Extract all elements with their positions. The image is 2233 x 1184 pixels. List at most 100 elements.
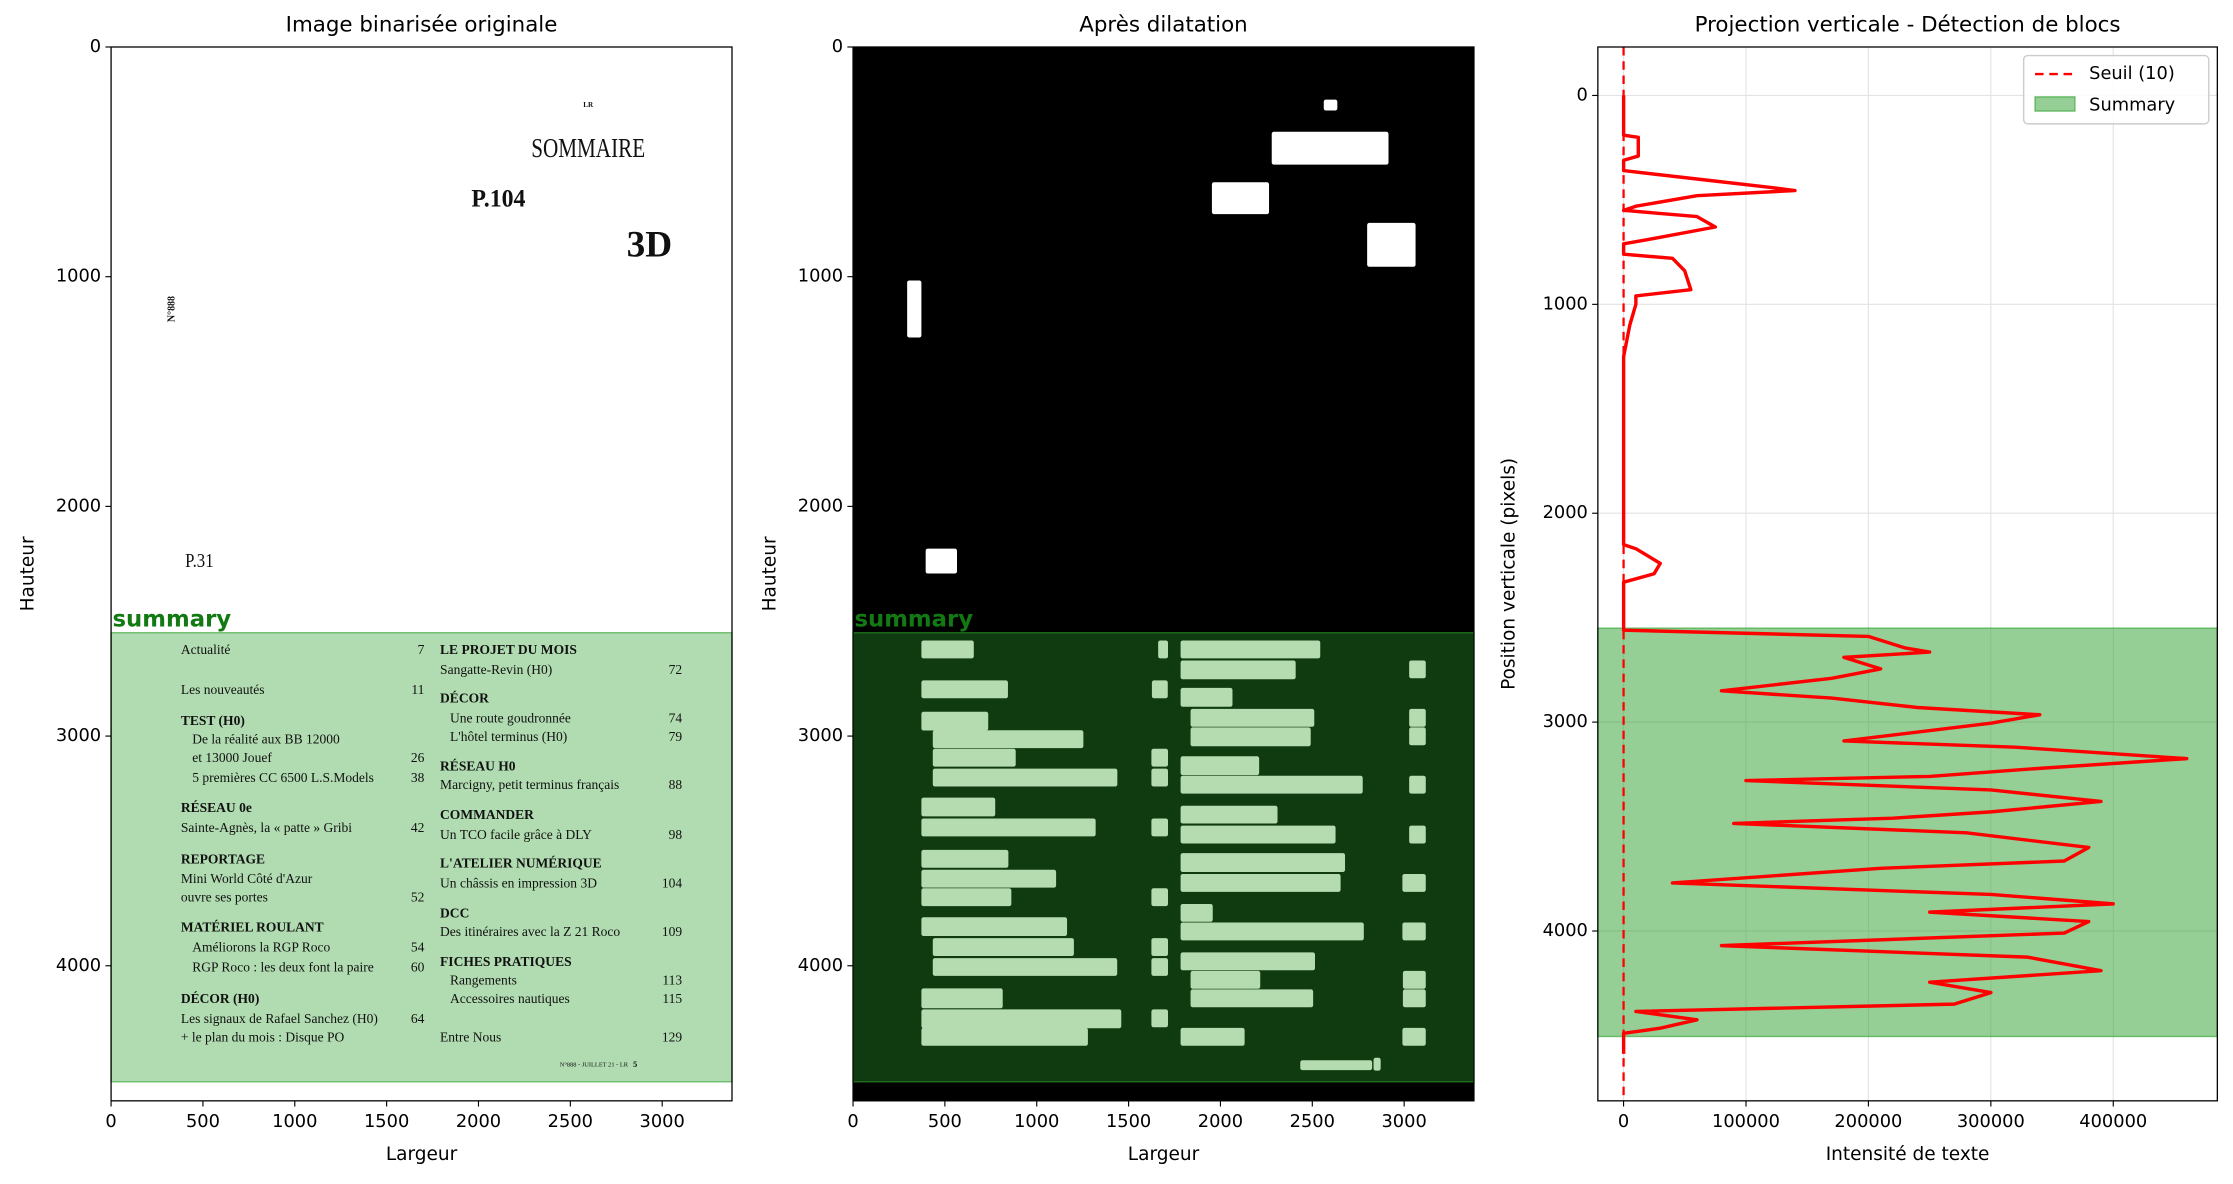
dilated-blob	[1151, 768, 1169, 787]
x-tick-label: 1000	[272, 1111, 317, 1132]
summary-block	[110, 632, 733, 1083]
legend-label: Seuil (10)	[2089, 63, 2175, 84]
dilated-blob	[921, 1009, 1122, 1029]
page-text: RGP Roco : les deux font la paire	[192, 960, 374, 975]
x-tick-label: 2000	[1198, 1111, 1243, 1132]
axes-frame	[1597, 46, 2218, 1102]
page-text: Des itinéraires avec la Z 21 Roco	[440, 924, 620, 939]
y-tick-label: 1000	[1543, 293, 1588, 314]
page-text: DÉCOR	[440, 689, 489, 705]
dilated-blob	[1190, 970, 1261, 989]
dilated-blob	[1180, 640, 1321, 659]
page-text: + le plan du mois : Disque PO	[181, 1029, 345, 1044]
axes-frame	[110, 46, 733, 1102]
dilated-blob	[1402, 874, 1426, 892]
x-tick-label: 400000	[2079, 1111, 2147, 1132]
y-tick-label: 4000	[1543, 920, 1588, 941]
dilated-blob	[1151, 958, 1169, 976]
dilated-blob	[1180, 952, 1315, 971]
page-text: Sainte-Agnès, la « patte » Gribi	[181, 820, 352, 835]
dilated-blob	[1180, 903, 1213, 922]
dilated-blob	[921, 680, 1008, 699]
page-text: Une route goudronnée	[450, 710, 571, 725]
y-tick-label: 3000	[56, 725, 101, 746]
page-text: Actualité	[181, 642, 231, 657]
dilated-blob	[932, 938, 1074, 956]
axes-frame	[852, 46, 1475, 1102]
dilated-blob	[921, 1027, 1088, 1046]
page-text: 74	[669, 710, 683, 725]
x-tick-label: 2000	[456, 1111, 501, 1132]
page-text: 88	[669, 777, 683, 792]
dilated-blob	[921, 869, 1057, 888]
dilated-blob	[1158, 640, 1169, 659]
x-tick-label: 200000	[1834, 1111, 1902, 1132]
page-text: L'hôtel terminus (H0)	[450, 729, 567, 745]
page-text: TEST (H0)	[181, 713, 245, 729]
page-text: 5 premières CC 6500 L.S.Models	[192, 770, 374, 785]
y-tick-label: 1000	[798, 266, 843, 287]
dilated-blob	[1190, 708, 1315, 727]
block-label: summary	[854, 606, 973, 632]
page-text: SOMMAIRE	[531, 133, 645, 163]
page-text: 60	[411, 960, 425, 975]
y-tick-label: 3000	[1543, 711, 1588, 732]
dilated-blob	[921, 849, 1009, 868]
dilated-blob	[921, 818, 1096, 837]
y-tick-label: 1000	[56, 266, 101, 287]
y-tick-label: 2000	[56, 495, 101, 516]
x-tick-label: 1500	[1106, 1111, 1151, 1132]
page-text: De la réalité aux BB 12000	[192, 732, 340, 747]
dilated-blob	[1402, 1027, 1426, 1046]
page-text: 54	[411, 940, 425, 955]
dilated-blob	[1180, 775, 1363, 794]
dilated-blob	[1300, 1060, 1373, 1071]
page-text: RÉSEAU 0e	[181, 799, 252, 815]
dilated-blob	[932, 748, 1016, 767]
page-text: 115	[662, 991, 682, 1006]
page-text: N°888 - JUILLET 21 - LR	[560, 1062, 629, 1069]
page-text: P.104	[471, 184, 525, 213]
y-tick-label: 0	[1577, 84, 1588, 105]
dilated-blob	[921, 640, 974, 659]
x-tick-label: 3000	[1381, 1111, 1426, 1132]
dilated-blob	[1180, 825, 1336, 844]
page-text: 42	[411, 820, 425, 835]
dilated-blob	[1402, 970, 1426, 989]
page-text: 113	[662, 972, 682, 987]
dilated-blob	[1180, 687, 1233, 707]
page-text: 64	[411, 1011, 425, 1026]
dilated-blob	[1373, 1057, 1381, 1071]
dilated-blob	[1190, 727, 1311, 747]
y-axis-label: Position verticale (pixels)	[1499, 458, 1520, 690]
page-text: Un châssis en impression 3D	[440, 875, 597, 890]
page-text: LE PROJET DU MOIS	[440, 642, 577, 657]
legend-swatch	[2034, 96, 2076, 112]
dilated-blob	[1190, 989, 1314, 1008]
page-text: Améliorons la RGP Roco	[192, 940, 330, 955]
dilated-blob	[1180, 805, 1278, 824]
y-axis-label: Hauteur	[759, 536, 780, 611]
y-tick-label: 2000	[1543, 502, 1588, 523]
dilated-blob	[921, 711, 989, 731]
page-text: 11	[411, 682, 424, 697]
summary-band	[1597, 627, 2219, 1038]
y-tick-label: 4000	[56, 955, 101, 976]
x-axis-label: Largeur	[386, 1144, 458, 1165]
dilated-blob	[1151, 888, 1169, 907]
page-text: Entre Nous	[440, 1029, 501, 1044]
x-tick-label: 500	[928, 1111, 962, 1132]
x-tick-label: 0	[105, 1111, 116, 1132]
dilated-blob	[1151, 1009, 1169, 1028]
x-tick-label: 1500	[364, 1111, 409, 1132]
y-tick-label: 3000	[798, 725, 843, 746]
y-tick-label: 0	[832, 36, 843, 57]
y-tick-label: 0	[90, 36, 101, 57]
legend-label: Summary	[2089, 94, 2175, 115]
page-text: 3D	[627, 224, 673, 265]
chart-title: Après dilatation	[1079, 13, 1247, 38]
dilated-blob	[1409, 825, 1426, 844]
dilated-blob	[1402, 989, 1426, 1008]
page-text: Sangatte-Revin (H0)	[440, 662, 552, 678]
